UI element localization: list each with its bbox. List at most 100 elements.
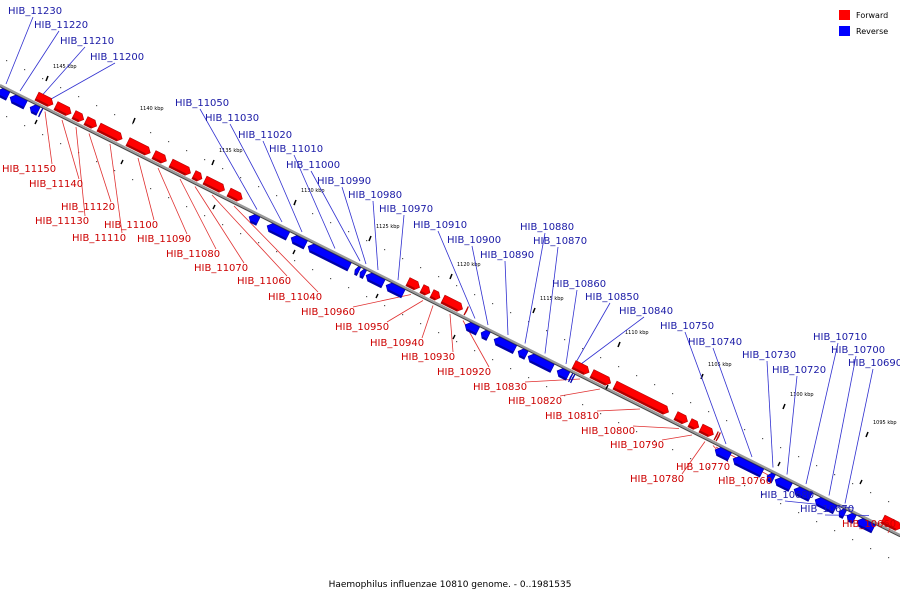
gene-shade xyxy=(367,279,382,288)
leader-line xyxy=(19,30,60,92)
guide-dot-upper xyxy=(204,159,206,161)
guide-dot-upper xyxy=(348,231,350,233)
gene-label: HIB_10980 xyxy=(348,190,402,201)
guide-dot-lower xyxy=(636,431,638,433)
guide-dot-upper xyxy=(402,258,404,260)
tick-mark xyxy=(782,403,786,410)
gene-body xyxy=(463,306,469,316)
legend-reverse-swatch xyxy=(839,26,850,36)
gene-label: HIB_10990 xyxy=(317,176,371,187)
guide-dot-lower xyxy=(114,170,116,172)
gene-label: HIB_10930 xyxy=(401,352,455,363)
tick-mark-lower xyxy=(120,159,124,165)
gene-label: HIB_11150 xyxy=(2,164,56,175)
gene-body xyxy=(307,243,352,272)
gene-HIB_11140 xyxy=(53,101,72,116)
tick-mark-lower xyxy=(34,119,38,125)
gene-label: HIB_10680 xyxy=(760,490,814,501)
gene-label: HIB_10970 xyxy=(379,204,433,215)
guide-dot-lower xyxy=(60,143,62,145)
tick-mark xyxy=(449,273,453,280)
gene-label: HIB_11060 xyxy=(237,276,291,287)
guide-dot-upper xyxy=(600,357,602,359)
gene-shade xyxy=(429,295,436,301)
gene-label: HIB_10840 xyxy=(619,306,673,317)
tick-label: 1105 kbp xyxy=(708,362,732,368)
guide-dot-lower xyxy=(510,368,512,370)
gene-HIB_10700 xyxy=(814,497,838,515)
leader-line xyxy=(61,119,80,180)
gene-HIB_11100 xyxy=(125,137,151,156)
leader-line xyxy=(681,441,706,475)
gene-label: HIB_10710 xyxy=(813,332,867,343)
gene-shade xyxy=(83,122,92,129)
genome-caption: Haemophilus influenzae 10810 genome. - 0… xyxy=(329,580,572,590)
leader-line xyxy=(43,62,116,104)
gene-label: HIB_11090 xyxy=(137,234,191,245)
leader-line xyxy=(574,316,645,369)
gene-label: HIB_10720 xyxy=(772,365,826,376)
leader-line xyxy=(233,205,319,293)
gene-label: HIB_11230 xyxy=(8,6,62,17)
gene-label: HIB_10890 xyxy=(480,250,534,261)
gene-label: HIB_11110 xyxy=(72,233,126,244)
guide-dot-lower xyxy=(42,134,44,136)
guide-dot-upper xyxy=(780,447,782,449)
gene-shade xyxy=(858,524,873,533)
tick-mark-lower xyxy=(452,334,456,340)
gene-label: HIB_10820 xyxy=(508,396,562,407)
tick-mark-lower xyxy=(212,204,216,210)
guide-dot-lower xyxy=(474,350,476,352)
gene-label: HIB_11120 xyxy=(61,202,115,213)
gene-shade xyxy=(191,176,198,182)
guide-dot-upper xyxy=(834,474,836,476)
gene-shade xyxy=(558,374,567,381)
leader-line xyxy=(661,434,693,441)
tick-mark-lower xyxy=(375,293,379,299)
gene-shade xyxy=(519,355,526,360)
gene-HIB_10850 xyxy=(568,373,574,383)
gene-shade xyxy=(612,387,664,415)
guide-dot-upper xyxy=(888,501,890,503)
tick-label: 1140 kbp xyxy=(140,106,164,112)
guide-dot-lower xyxy=(150,188,152,190)
gene-HIB_10980 xyxy=(365,272,386,289)
gene-shade xyxy=(359,275,364,279)
gene-shade xyxy=(292,241,305,249)
gene-HIB_10790 xyxy=(687,418,700,430)
gene-HIB_11060 xyxy=(202,175,225,193)
axis-line xyxy=(0,84,900,536)
gene-HIB_10720 xyxy=(774,477,793,492)
gene-label: HIB_10830 xyxy=(473,382,527,393)
leader-line xyxy=(199,108,258,210)
gene-HIB_10860 xyxy=(556,368,571,381)
leader-line xyxy=(437,230,476,319)
gene-HIB_10780 xyxy=(698,423,714,438)
guide-dot-upper xyxy=(150,132,152,134)
gene-HIB_10960 xyxy=(405,277,420,291)
tick-mark-lower xyxy=(605,384,609,390)
gene-shade xyxy=(405,283,415,290)
tick-label: 1125 kbp xyxy=(376,224,400,230)
leader-line xyxy=(5,16,34,85)
gene-shade xyxy=(309,250,349,271)
gene-label: HIB_10760 xyxy=(718,476,772,487)
guide-dot-lower xyxy=(330,278,332,280)
gene-label: HIB_10700 xyxy=(831,345,885,356)
leader-line xyxy=(632,425,680,429)
gene-label: HIB_10950 xyxy=(335,322,389,333)
guide-dot-upper xyxy=(726,420,728,422)
guide-dot-lower xyxy=(240,233,242,235)
guide-dot-lower xyxy=(294,260,296,262)
guide-dot-lower xyxy=(888,557,890,559)
guide-dot-upper xyxy=(762,438,764,440)
gene-label: HIB_10860 xyxy=(552,279,606,290)
tick-mark-lower xyxy=(777,461,781,467)
gene-label: HIB_10810 xyxy=(545,411,599,422)
leader-line xyxy=(194,186,245,264)
gene-body xyxy=(53,101,72,116)
tick-mark xyxy=(132,117,136,124)
gene-label: HIB_11080 xyxy=(166,249,220,260)
guide-dot-lower xyxy=(672,449,674,451)
leader-line xyxy=(372,200,379,271)
